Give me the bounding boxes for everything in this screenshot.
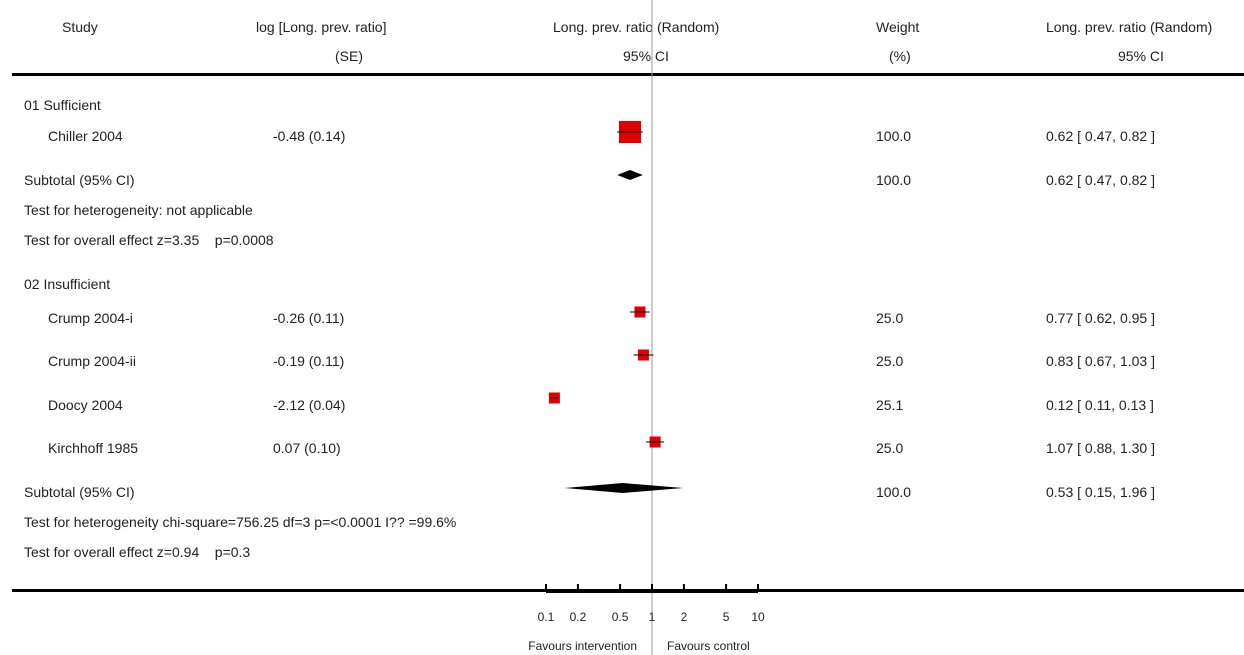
study-ci: 0.77 [ 0.62, 0.95 ]	[1046, 310, 1155, 326]
group-title: 01 Sufficient	[24, 97, 101, 113]
header-plot-title: Long. prev. ratio (Random)	[553, 19, 720, 35]
x-axis-tick-label: 0.5	[612, 610, 629, 624]
heterogeneity-test: Test for heterogeneity chi-square=756.25…	[24, 514, 457, 530]
study-ci: 1.07 [ 0.88, 1.30 ]	[1046, 440, 1155, 456]
study-logse: -0.19 (0.11)	[273, 353, 345, 369]
study-ci: 0.12 [ 0.11, 0.13 ]	[1046, 397, 1154, 413]
favours-intervention-label: Favours intervention	[528, 639, 637, 653]
study-logse: -2.12 (0.04)	[273, 397, 346, 413]
study-logse: -0.26 (0.11)	[273, 310, 345, 326]
overall-effect-test: Test for overall effect z=0.94 p=0.3	[24, 544, 251, 560]
header-result-ci: 95% CI	[1118, 48, 1164, 64]
x-axis-tick-label: 10	[751, 610, 765, 624]
heterogeneity-test: Test for heterogeneity: not applicable	[24, 202, 253, 218]
study-weight: 25.1	[876, 397, 904, 413]
favours-control-label: Favours control	[667, 639, 750, 653]
study-weight: 25.0	[876, 353, 904, 369]
study-name: Doocy 2004	[48, 397, 123, 413]
header-log-ratio: log [Long. prev. ratio]	[256, 19, 387, 35]
subtotal-ci: 0.62 [ 0.47, 0.82 ]	[1046, 172, 1155, 188]
study-weight: 100.0	[876, 128, 912, 144]
subtotal-diamond	[617, 170, 643, 180]
subtotal-diamond	[564, 483, 683, 493]
header-weight: Weight	[876, 19, 920, 35]
x-axis-tick-label: 1	[649, 610, 656, 624]
group-title: 02 Insufficient	[24, 276, 111, 292]
overall-effect-test: Test for overall effect z=3.35 p=0.0008	[24, 232, 274, 248]
study-logse: -0.48 (0.14)	[273, 128, 346, 144]
header-study: Study	[62, 19, 98, 35]
study-weight: 25.0	[876, 440, 904, 456]
study-name: Crump 2004-i	[48, 310, 133, 326]
footer-rule	[12, 589, 1244, 592]
subtotal-label: Subtotal (95% CI)	[24, 172, 135, 188]
study-ci: 0.83 [ 0.67, 1.03 ]	[1046, 353, 1155, 369]
study-logse: 0.07 (0.10)	[273, 440, 341, 456]
header-result: Long. prev. ratio (Random)	[1046, 19, 1213, 35]
x-axis-tick-label: 5	[723, 610, 730, 624]
study-name: Kirchhoff 1985	[48, 440, 139, 456]
subtotal-weight: 100.0	[876, 172, 912, 188]
subtotal-label: Subtotal (95% CI)	[24, 484, 135, 500]
study-name: Crump 2004-ii	[48, 353, 136, 369]
x-axis-tick-label: 0.1	[538, 610, 555, 624]
x-axis-tick-label: 0.2	[570, 610, 587, 624]
study-ci: 0.62 [ 0.47, 0.82 ]	[1046, 128, 1155, 144]
header-weight-pct: (%)	[889, 48, 911, 64]
header-rule	[12, 73, 1244, 76]
subtotal-weight: 100.0	[876, 484, 912, 500]
header-log-ratio-se: (SE)	[335, 48, 363, 64]
study-name: Chiller 2004	[48, 128, 123, 144]
study-weight: 25.0	[876, 310, 904, 326]
header-plot-ci: 95% CI	[623, 48, 669, 64]
subtotal-ci: 0.53 [ 0.15, 1.96 ]	[1046, 484, 1155, 500]
x-axis-tick-label: 2	[681, 610, 688, 624]
